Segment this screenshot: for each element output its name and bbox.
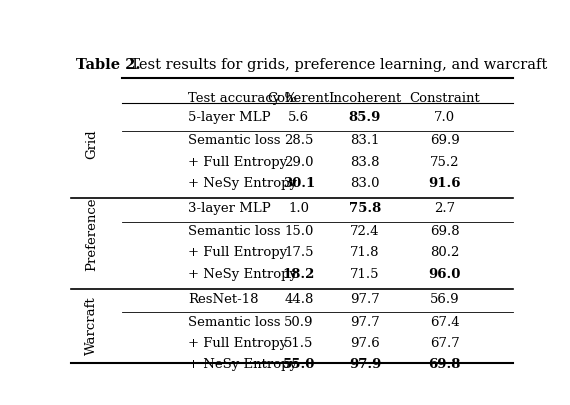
Text: 51.5: 51.5 [284, 336, 314, 349]
Text: Warcraft: Warcraft [85, 295, 98, 354]
Text: 2.7: 2.7 [434, 201, 455, 214]
Text: 29.0: 29.0 [284, 155, 314, 168]
Text: Semantic loss: Semantic loss [188, 224, 281, 237]
Text: 7.0: 7.0 [434, 111, 455, 124]
Text: 85.9: 85.9 [349, 111, 381, 124]
Text: Constraint: Constraint [409, 92, 480, 104]
Text: 5-layer MLP: 5-layer MLP [188, 111, 271, 124]
Text: Coherent: Coherent [268, 92, 330, 104]
Text: Incoherent: Incoherent [328, 92, 402, 104]
Text: 56.9: 56.9 [430, 292, 459, 305]
Text: + NeSy Entropy: + NeSy Entropy [188, 357, 298, 370]
Text: 67.4: 67.4 [430, 315, 459, 328]
Text: 71.8: 71.8 [350, 246, 380, 259]
Text: + Full Entropy: + Full Entropy [188, 336, 287, 349]
Text: 83.1: 83.1 [350, 134, 380, 147]
Text: 5.6: 5.6 [288, 111, 310, 124]
Text: Semantic loss: Semantic loss [188, 134, 281, 147]
Text: Test accuracy %: Test accuracy % [188, 92, 298, 104]
Text: 67.7: 67.7 [430, 336, 459, 349]
Text: 44.8: 44.8 [284, 292, 314, 305]
Text: + NeSy Entropy: + NeSy Entropy [188, 177, 298, 190]
Text: 97.6: 97.6 [350, 336, 380, 349]
Text: + Full Entropy: + Full Entropy [188, 155, 287, 168]
Text: 55.0: 55.0 [283, 357, 315, 370]
Text: 97.7: 97.7 [350, 292, 380, 305]
Text: 91.6: 91.6 [428, 177, 461, 190]
Text: 96.0: 96.0 [428, 267, 461, 280]
Text: 83.8: 83.8 [350, 155, 380, 168]
Text: 83.0: 83.0 [350, 177, 380, 190]
Text: 1.0: 1.0 [288, 201, 310, 214]
Text: 80.2: 80.2 [430, 246, 459, 259]
Text: 71.5: 71.5 [350, 267, 380, 280]
Text: + Full Entropy: + Full Entropy [188, 246, 287, 259]
Text: 75.8: 75.8 [349, 201, 381, 214]
Text: 97.9: 97.9 [349, 357, 381, 370]
Text: 50.9: 50.9 [284, 315, 314, 328]
Text: 72.4: 72.4 [350, 224, 380, 237]
Text: 18.2: 18.2 [283, 267, 315, 280]
Text: + NeSy Entropy: + NeSy Entropy [188, 267, 298, 280]
Text: 69.9: 69.9 [430, 134, 459, 147]
Text: 75.2: 75.2 [430, 155, 459, 168]
Text: Semantic loss: Semantic loss [188, 315, 281, 328]
Text: 17.5: 17.5 [284, 246, 314, 259]
Text: Test results for grids, preference learning, and warcraft: Test results for grids, preference learn… [121, 58, 547, 72]
Text: 69.8: 69.8 [428, 357, 461, 370]
Text: Grid: Grid [85, 129, 98, 158]
Text: 15.0: 15.0 [284, 224, 314, 237]
Text: 3-layer MLP: 3-layer MLP [188, 201, 271, 214]
Text: ResNet-18: ResNet-18 [188, 292, 259, 305]
Text: 30.1: 30.1 [283, 177, 315, 190]
Text: 97.7: 97.7 [350, 315, 380, 328]
Text: Preference: Preference [85, 198, 98, 271]
Text: 28.5: 28.5 [284, 134, 314, 147]
Text: Table 2.: Table 2. [76, 58, 140, 72]
Text: 69.8: 69.8 [430, 224, 459, 237]
